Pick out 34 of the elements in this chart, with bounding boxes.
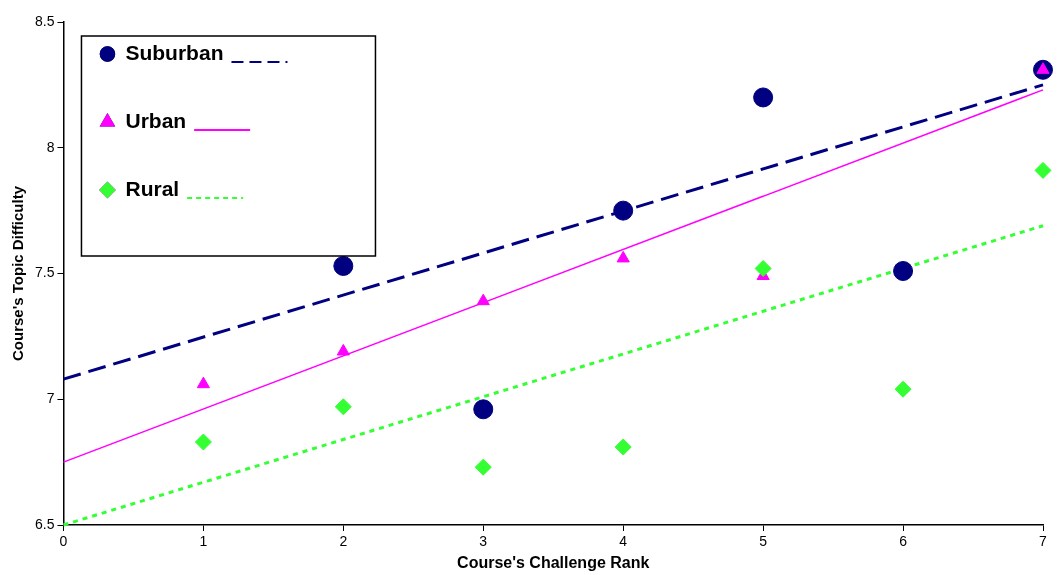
legend-label: Urban xyxy=(125,108,187,132)
x-tick-label: 6 xyxy=(899,533,908,550)
point xyxy=(753,87,774,108)
y-tick-label: 7 xyxy=(46,390,55,407)
point xyxy=(616,250,630,263)
x-tick-label: 4 xyxy=(619,533,628,550)
x-tick-label: 7 xyxy=(1039,533,1048,550)
point xyxy=(476,293,490,306)
y-tick-label: 7.5 xyxy=(34,264,55,281)
x-tick-label: 2 xyxy=(339,533,348,550)
y-tick-label: 6.5 xyxy=(34,515,55,532)
point xyxy=(894,380,912,398)
point xyxy=(893,260,914,281)
x-tick-label: 3 xyxy=(479,533,488,550)
y-tick-label: 8.5 xyxy=(34,12,55,29)
point xyxy=(754,259,772,277)
point xyxy=(474,458,492,476)
point xyxy=(473,399,494,420)
x-axis-title: Course's Challenge Rank xyxy=(457,553,650,571)
y-axis-title: Course's Topic Difficulty xyxy=(9,185,27,361)
legend-label: Suburban xyxy=(125,40,224,64)
x-tick-label: 1 xyxy=(199,533,208,550)
point xyxy=(1034,161,1052,179)
point xyxy=(194,433,212,451)
point xyxy=(334,398,352,416)
y-tick-label: 8 xyxy=(46,138,55,155)
legend-label: Rural xyxy=(125,176,180,200)
x-tick-label: 5 xyxy=(759,533,768,550)
point xyxy=(613,200,634,221)
point xyxy=(196,376,210,389)
point xyxy=(333,255,354,276)
point xyxy=(336,343,350,356)
x-tick-label: 0 xyxy=(59,533,68,550)
point xyxy=(614,438,632,456)
